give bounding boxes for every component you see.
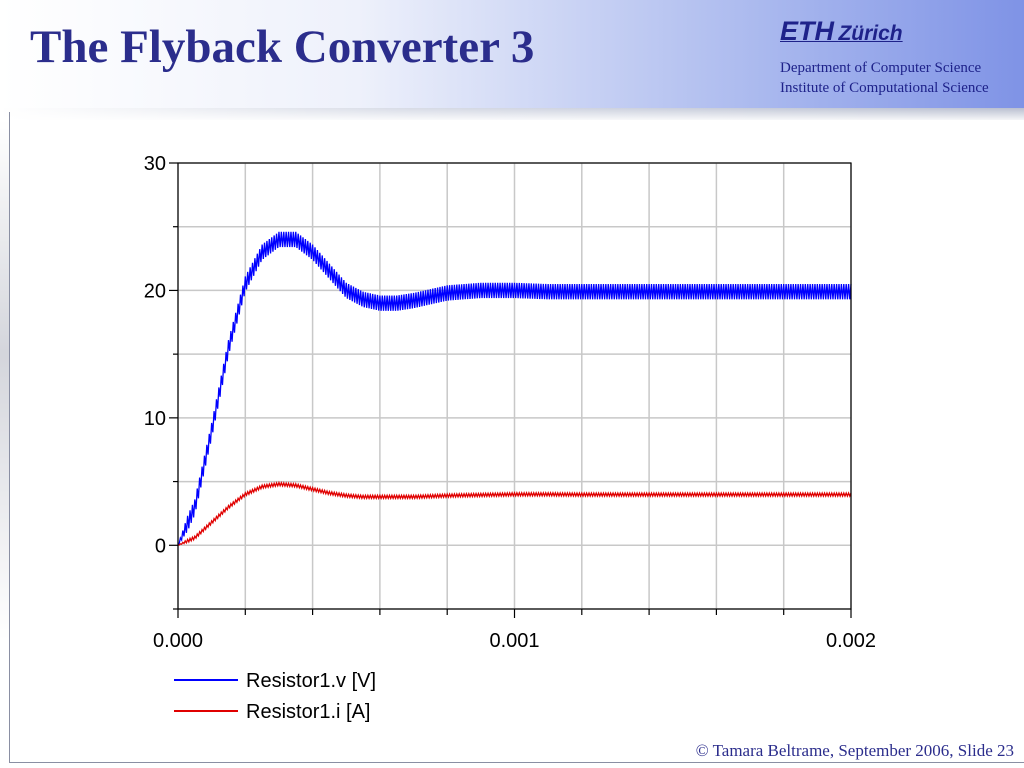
chart-series-group xyxy=(177,231,852,546)
legend-label: Resistor1.i [A] xyxy=(246,701,370,723)
chart-legend: Resistor1.v [V] Resistor1.i [A] xyxy=(174,670,376,723)
y-tick-label: 10 xyxy=(144,408,166,430)
eth-logo-city: Zürich xyxy=(838,22,903,45)
left-rule xyxy=(9,112,10,762)
slide-footer: © Tamara Beltrame, September 2006, Slide… xyxy=(695,741,1014,760)
y-tick-label: 30 xyxy=(144,153,166,175)
chart-grid xyxy=(177,162,852,610)
slide-title: The Flyback Converter 3 xyxy=(30,21,535,73)
header-band xyxy=(0,0,1024,108)
series-line-voltage xyxy=(177,231,852,546)
x-tick-label: 0.000 xyxy=(153,630,203,652)
left-shade xyxy=(0,120,9,640)
header-shadow xyxy=(0,108,1024,120)
chart-tick-labels: 0 10 20 30 0.000 0.001 0.002 xyxy=(144,153,876,652)
y-tick-label: 20 xyxy=(144,280,166,302)
eth-logo-main: ETH xyxy=(780,16,834,46)
chart-ticks xyxy=(169,162,852,618)
x-tick-label: 0.001 xyxy=(489,630,539,652)
eth-zurich-logo: ETH Zürich xyxy=(780,16,903,47)
bottom-rule xyxy=(9,762,1024,763)
series-line-current xyxy=(177,480,852,546)
institute-name: Institute of Computational Science xyxy=(780,80,989,96)
y-tick-label: 0 xyxy=(155,535,166,557)
department-name: Department of Computer Science xyxy=(780,60,982,76)
legend-label: Resistor1.v [V] xyxy=(246,670,376,692)
department-block: Department of Computer Science Institute… xyxy=(780,58,989,98)
x-tick-label: 0.002 xyxy=(826,630,876,652)
